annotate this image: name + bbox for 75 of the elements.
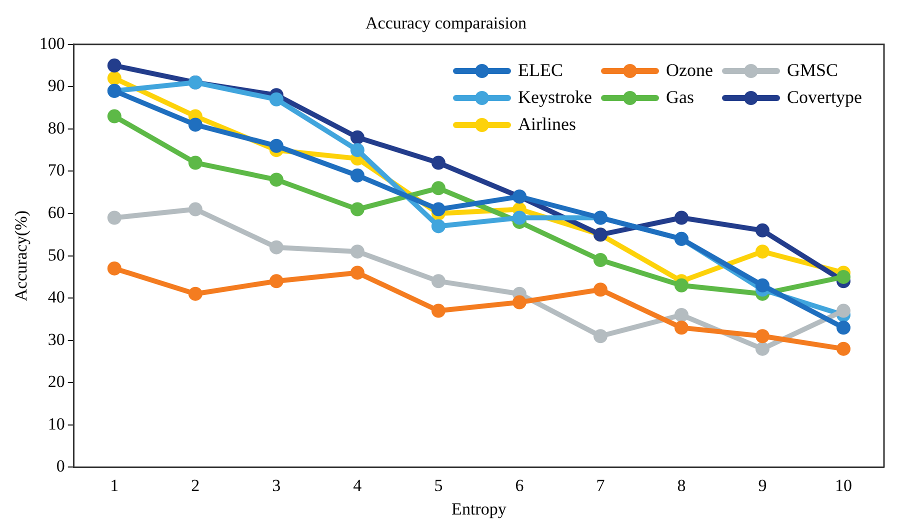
- x-axis-title: Entropy: [452, 499, 507, 518]
- y-tick-label: 40: [48, 288, 65, 307]
- point: [269, 138, 284, 153]
- y-tick-label: 100: [39, 34, 65, 53]
- point: [512, 295, 526, 310]
- point: [836, 304, 850, 318]
- point: [593, 282, 608, 297]
- y-axis-title: Accuracy(%): [12, 210, 31, 302]
- point: [836, 320, 850, 335]
- x-tick-label: 9: [758, 476, 767, 495]
- legend-label: GMSC: [787, 60, 838, 81]
- y-tick-label: 20: [48, 372, 65, 392]
- point: [188, 286, 202, 301]
- point: [107, 71, 122, 86]
- point: [674, 278, 688, 292]
- point: [107, 210, 122, 225]
- point: [674, 320, 688, 335]
- chart-title: Accuracy comparaision: [366, 14, 527, 33]
- point: [350, 266, 364, 280]
- point: [350, 143, 364, 158]
- y-tick-label: 70: [48, 160, 65, 180]
- point: [755, 278, 770, 292]
- point: [674, 210, 688, 225]
- x-tick-label: 7: [596, 476, 606, 495]
- point: [755, 244, 770, 259]
- point: [431, 304, 446, 318]
- legend-label: Keystroke: [518, 87, 592, 108]
- legend-label: Ozone: [666, 60, 714, 81]
- y-tick-label: 0: [56, 456, 65, 476]
- point: [431, 202, 446, 216]
- x-tick-label: 5: [434, 476, 443, 495]
- point: [431, 156, 446, 170]
- point: [269, 172, 284, 187]
- x-tick-label: 10: [834, 476, 852, 495]
- x-tick-label: 1: [110, 476, 119, 495]
- point: [755, 342, 770, 356]
- point: [350, 130, 364, 144]
- x-tick-label: 4: [353, 476, 362, 495]
- point: [593, 329, 608, 344]
- point: [431, 181, 446, 196]
- legend-label: Airlines: [518, 114, 576, 135]
- y-tick-label: 60: [48, 202, 65, 222]
- point: [269, 92, 284, 106]
- point: [188, 202, 202, 216]
- point: [269, 274, 284, 288]
- y-tick-label: 10: [48, 414, 65, 434]
- y-tick-label: 50: [48, 245, 65, 264]
- x-tick-label: 2: [191, 476, 200, 495]
- point: [188, 156, 202, 170]
- x-tick-label: 6: [515, 476, 524, 495]
- point: [836, 270, 850, 284]
- y-tick-label: 80: [48, 118, 65, 138]
- x-tick-label: 3: [272, 476, 281, 495]
- legend-label: Gas: [666, 87, 694, 108]
- point: [188, 118, 202, 132]
- point: [107, 261, 122, 276]
- point: [350, 168, 364, 182]
- point: [431, 219, 446, 234]
- point: [350, 244, 364, 259]
- point: [431, 274, 446, 288]
- point: [107, 109, 122, 124]
- point: [512, 210, 526, 225]
- x-tick-label: 8: [677, 476, 686, 495]
- legend-label: ELEC: [518, 60, 564, 81]
- point: [350, 202, 364, 216]
- point: [107, 58, 122, 73]
- point: [755, 329, 770, 344]
- point: [593, 253, 608, 268]
- point: [836, 342, 850, 356]
- point: [269, 240, 284, 254]
- y-tick-label: 90: [48, 76, 65, 96]
- legend-label: Covertype: [787, 87, 862, 108]
- y-tick-label: 30: [48, 330, 65, 349]
- point: [674, 308, 688, 322]
- point: [755, 223, 770, 238]
